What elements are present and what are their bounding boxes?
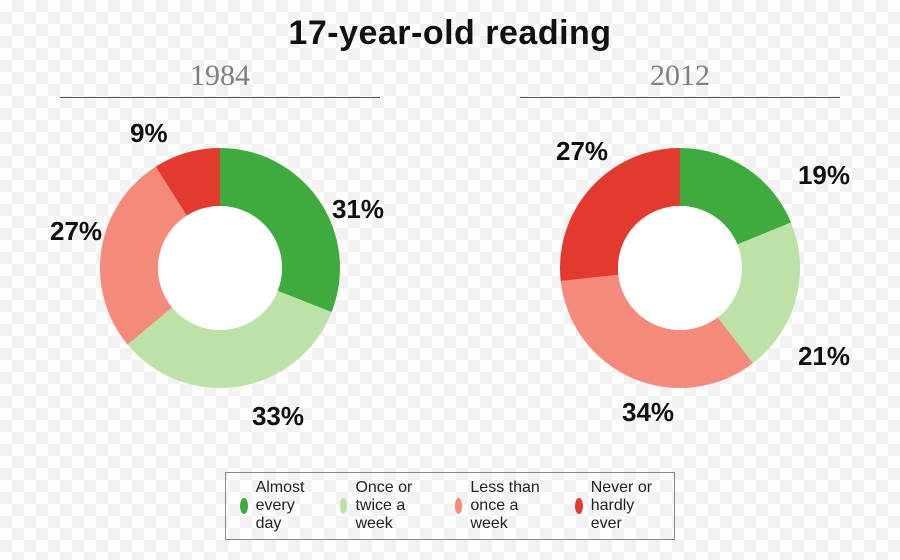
donut-svg: [555, 143, 805, 393]
page-title: 17-year-old reading: [0, 0, 900, 53]
pct-label: 27%: [50, 216, 102, 247]
legend-label: Almost every day: [256, 479, 314, 533]
donut-hole: [158, 206, 282, 330]
pct-label: 21%: [798, 341, 850, 372]
pct-label: 31%: [332, 194, 384, 225]
legend-item: Never or hardly ever: [575, 479, 660, 533]
donut-chart-1: 19% 21% 34% 27%: [510, 98, 850, 438]
charts-row: 1984 31% 33% 27% 9% 2012 19% 21% 34% 27%: [0, 59, 900, 438]
legend: Almost every day Once or twice a week Less…: [225, 472, 675, 540]
legend-item: Less than once a week: [455, 479, 549, 533]
legend-swatch: [340, 498, 348, 514]
legend-item: Once or twice a week: [340, 479, 429, 533]
legend-label: Less than once a week: [470, 479, 549, 533]
legend-swatch: [455, 498, 463, 514]
legend-item: Almost every day: [240, 479, 314, 533]
pct-label: 34%: [622, 397, 674, 428]
year-label-0: 1984: [190, 59, 250, 93]
legend-label: Once or twice a week: [355, 479, 428, 533]
donut-hole: [618, 206, 742, 330]
legend-label: Never or hardly ever: [591, 479, 660, 533]
pct-label: 33%: [252, 401, 304, 432]
donut-chart-0: 31% 33% 27% 9%: [50, 98, 390, 438]
legend-swatch: [240, 498, 248, 514]
year-label-1: 2012: [650, 59, 710, 93]
pct-label: 27%: [556, 136, 608, 167]
chart-col-1: 2012 19% 21% 34% 27%: [510, 59, 850, 438]
chart-col-0: 1984 31% 33% 27% 9%: [50, 59, 390, 438]
legend-swatch: [575, 498, 583, 514]
pct-label: 9%: [130, 118, 168, 149]
donut-svg: [95, 143, 345, 393]
pct-label: 19%: [798, 160, 850, 191]
